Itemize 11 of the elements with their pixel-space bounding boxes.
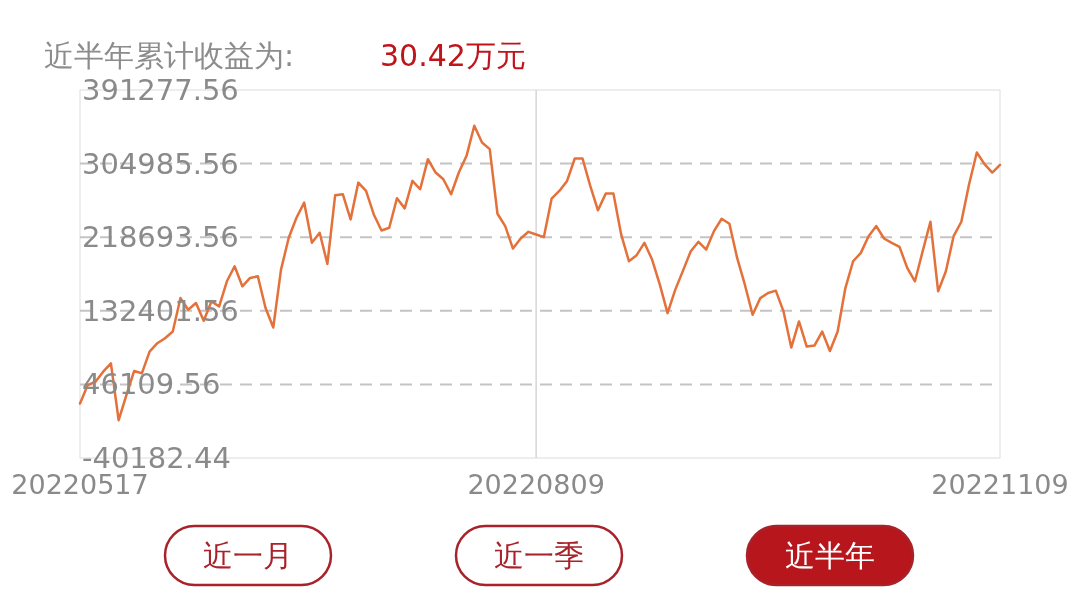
- text: 30.42万元: [380, 38, 526, 73]
- y-tick-label: 218693.56: [82, 220, 239, 255]
- chart-title: 近半年累计收益为:: [44, 38, 295, 73]
- text: 近一季: [494, 538, 584, 573]
- line-series: [78, 124, 1002, 422]
- x-tick-label: 20221109: [931, 469, 1069, 500]
- y-tick-label: 304985.56: [82, 146, 239, 181]
- text: 近一月: [203, 538, 293, 573]
- text: 近半年: [785, 538, 875, 573]
- x-tick-label: 20220809: [467, 469, 605, 500]
- y-tick-label: 391277.56: [82, 73, 239, 107]
